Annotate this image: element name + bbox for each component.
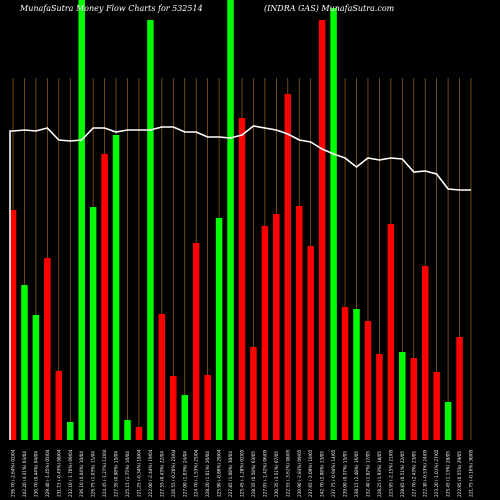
- volume-bar: [376, 354, 383, 440]
- volume-bar: [112, 135, 120, 440]
- x-tick-label: 228.20 (1.01%) 26/04: [205, 451, 210, 497]
- x-tick-label: 228.25 (1.93%) 18/05: [377, 451, 382, 497]
- volume-bar: [421, 266, 429, 440]
- volume-bar: [456, 337, 463, 440]
- x-tick-label: 237.65 (-2.09%) 10/05: [308, 449, 313, 497]
- x-tick-label: 229.40 (-1.45%) 05/04: [45, 449, 50, 497]
- volume-bar: [284, 94, 292, 440]
- x-tick-label: 222.55 (-3.61%) 08/05: [285, 449, 290, 497]
- x-tick-label: 221.25 (-0.34%) 18/04: [136, 449, 141, 497]
- x-tick-label: 242.70 (2.08%) 13/05: [320, 451, 325, 497]
- x-tick-label: 239.00 (0.37%) 15/05: [343, 451, 348, 497]
- x-tick-label: 224.45 (-1.27%) 12/04: [102, 449, 107, 497]
- x-tick-label: 222.00 (-2.44%) 19/04: [148, 449, 153, 497]
- volume-bar: [307, 246, 314, 440]
- x-tick-label: 227.70 (2.43%) 23/05: [411, 451, 416, 497]
- volume-bar: [318, 20, 326, 440]
- volume-bar: [227, 0, 234, 440]
- chart-title-right: (INDRA GAS) MunafaSutra.com: [264, 4, 395, 13]
- volume-bar: [204, 375, 211, 440]
- x-tick-label: 227.35 (0.98%) 15/04: [114, 451, 119, 497]
- x-tick-label: 228.35 (0.58%) 03/05: [251, 451, 256, 497]
- x-tick-label: 232.40 (1.82%) 17/05: [365, 451, 370, 497]
- x-tick-label: 238.15 (2.48%) 16/05: [354, 451, 359, 497]
- x-tick-label: 223.95 (-2.15%) 21/05: [388, 449, 393, 497]
- x-tick-label: 225.45 (1.13%) 28/05: [446, 451, 451, 497]
- volume-bar: [261, 226, 269, 440]
- volume-bar: [387, 224, 395, 440]
- volume-bar: [238, 118, 246, 440]
- price-line: [9, 125, 471, 440]
- volume-bar: [67, 422, 74, 440]
- x-tick-label: 221.75 (-0.16%) 30/05: [469, 449, 474, 497]
- x-tick-label: 237.75 (-0.94%) 14/05: [331, 449, 336, 497]
- x-tick-label: 232.10 (-1.70%) 09/04: [68, 449, 73, 497]
- volume-bar: [89, 207, 97, 440]
- x-tick-label: 236.10 (4.04%) 10/04: [79, 451, 84, 497]
- x-tick-label: 236.70 (-2.64%) 02/04: [11, 449, 16, 497]
- chart-title-left: MunafaSutra Money Flow Charts for 532514: [19, 4, 203, 13]
- volume-bar: [273, 214, 280, 440]
- volume-bar: [32, 315, 40, 440]
- x-tick-label: 224.70 (-1.53%) 25/04: [194, 449, 199, 497]
- volume-bar: [135, 427, 143, 440]
- volume-bar: [158, 314, 166, 440]
- volume-bar: [124, 420, 131, 440]
- x-tick-label: 227.05 (-1.42%) 06/05: [262, 449, 267, 497]
- x-tick-label: 222.95 (0.55%) 29/05: [457, 451, 462, 497]
- volume-bar: [9, 210, 17, 440]
- x-tick-label: 227.55 (0.43%) 22/04: [159, 451, 164, 497]
- x-tick-label: 225.15 (1.75%) 16/04: [125, 451, 130, 497]
- volume-bar: [181, 395, 188, 440]
- volume-bar: [147, 20, 154, 440]
- volume-bar: [215, 218, 223, 440]
- x-tick-label: 227.00 (1.03%) 24/04: [182, 451, 187, 497]
- x-tick-label: 225.45 (-1.28%) 02/05: [240, 449, 245, 497]
- volume-bar: [78, 0, 85, 440]
- x-tick-label: 227.85 (1.08%) 30/04: [228, 451, 233, 497]
- volume-bar: [433, 372, 440, 440]
- x-tick-label: 226.75 (1.03%) 11/04: [91, 451, 96, 497]
- volume-bar: [250, 347, 257, 440]
- x-tick-label: 228.85 (0.51%) 22/05: [400, 451, 405, 497]
- volume-bar: [364, 321, 372, 440]
- x-tick-label: 225.90 (-0.86%) 29/04: [217, 449, 222, 497]
- x-tick-label: 230.70 (0.44%) 04/04: [33, 451, 38, 497]
- volume-bar: [170, 376, 177, 440]
- x-tick-label: 230.90 (-2.83%) 09/05: [297, 449, 302, 497]
- volume-bar: [330, 8, 337, 440]
- x-tick-label: 226.55 (-0.20%) 23/04: [171, 449, 176, 497]
- volume-bar: [296, 206, 303, 440]
- x-tick-label: 230.35 (3.51%) 07/05: [274, 451, 279, 497]
- volume-bar: [192, 243, 200, 440]
- x-tick-label: 231.15 (-0.43%) 08/04: [56, 449, 61, 497]
- volume-bar: [55, 371, 63, 440]
- volume-bar: [399, 352, 406, 440]
- volume-bars: [9, 0, 463, 440]
- volume-bar: [410, 358, 417, 440]
- x-tick-label: 242.20 (4.31%) 03/04: [22, 451, 27, 497]
- volume-bar: [353, 309, 360, 440]
- volume-bar: [341, 307, 349, 440]
- x-tick-label: 222.30 (-0.53%) 24/05: [423, 449, 428, 497]
- volume-bar: [444, 402, 452, 440]
- volume-bar: [21, 285, 28, 440]
- x-tick-labels: 236.70 (-2.64%) 02/04 242.20 (4.31%) 03/0…: [11, 449, 474, 497]
- x-tick-label: 223.20 (-1.01%) 27/05: [434, 449, 439, 497]
- volume-bar: [101, 154, 108, 440]
- volume-bar: [44, 258, 51, 440]
